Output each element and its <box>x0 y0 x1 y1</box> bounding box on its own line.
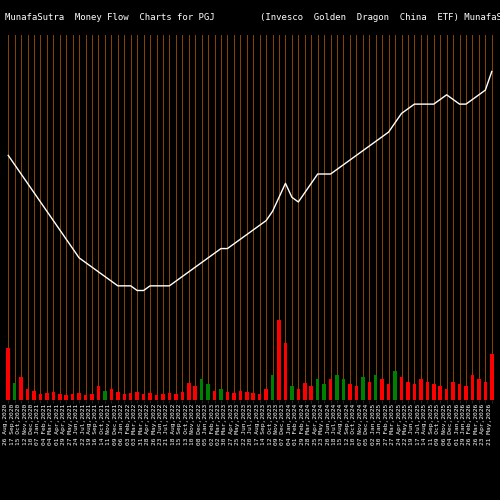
Bar <box>245 392 248 400</box>
Bar <box>187 383 190 400</box>
Bar <box>206 384 210 400</box>
Bar <box>322 384 326 400</box>
Bar <box>142 394 146 400</box>
Bar <box>232 393 235 400</box>
Bar <box>438 386 442 400</box>
Bar <box>445 388 448 400</box>
Bar <box>84 396 87 400</box>
Bar <box>194 386 197 400</box>
Bar <box>477 380 480 400</box>
Bar <box>303 383 306 400</box>
Text: (Invesco  Golden  Dragon  China  ETF) MunafaSutra.com: (Invesco Golden Dragon China ETF) Munafa… <box>260 12 500 22</box>
Bar <box>161 394 164 400</box>
Bar <box>277 320 281 400</box>
Bar <box>20 377 23 400</box>
Text: MunafaSutra  Money Flow  Charts for PGJ: MunafaSutra Money Flow Charts for PGJ <box>5 12 214 22</box>
Bar <box>470 375 474 400</box>
Bar <box>116 392 119 400</box>
Bar <box>380 380 384 400</box>
Bar <box>129 393 132 400</box>
Bar <box>412 384 416 400</box>
Bar <box>342 380 345 400</box>
Bar <box>32 391 36 400</box>
Bar <box>38 394 42 400</box>
Bar <box>45 393 48 400</box>
Bar <box>71 394 74 400</box>
Bar <box>103 391 106 400</box>
Bar <box>64 396 68 400</box>
Bar <box>452 382 455 400</box>
Bar <box>148 393 152 400</box>
Bar <box>419 380 422 400</box>
Bar <box>426 382 429 400</box>
Bar <box>368 382 371 400</box>
Bar <box>354 386 358 400</box>
Bar <box>348 384 352 400</box>
Bar <box>52 392 55 400</box>
Bar <box>219 388 223 400</box>
Bar <box>316 380 320 400</box>
Bar <box>310 386 313 400</box>
Bar <box>78 393 81 400</box>
Bar <box>490 354 494 400</box>
Bar <box>290 386 294 400</box>
Bar <box>136 392 139 400</box>
Bar <box>213 391 216 400</box>
Bar <box>432 384 436 400</box>
Bar <box>361 377 364 400</box>
Bar <box>168 393 171 400</box>
Bar <box>122 394 126 400</box>
Bar <box>329 380 332 400</box>
Bar <box>296 388 300 400</box>
Bar <box>394 372 397 400</box>
Bar <box>110 388 113 400</box>
Bar <box>238 391 242 400</box>
Bar <box>180 392 184 400</box>
Bar <box>284 342 287 400</box>
Bar <box>96 386 100 400</box>
Bar <box>387 384 390 400</box>
Bar <box>406 382 409 400</box>
Bar <box>400 377 404 400</box>
Bar <box>271 375 274 400</box>
Bar <box>26 388 30 400</box>
Bar <box>336 375 339 400</box>
Bar <box>6 348 10 400</box>
Bar <box>90 394 94 400</box>
Bar <box>226 392 229 400</box>
Bar <box>484 382 487 400</box>
Bar <box>174 394 178 400</box>
Bar <box>58 394 61 400</box>
Bar <box>154 396 158 400</box>
Bar <box>258 394 262 400</box>
Bar <box>464 386 468 400</box>
Bar <box>374 375 378 400</box>
Bar <box>13 383 16 400</box>
Bar <box>264 388 268 400</box>
Bar <box>252 393 255 400</box>
Bar <box>200 380 203 400</box>
Bar <box>458 384 462 400</box>
